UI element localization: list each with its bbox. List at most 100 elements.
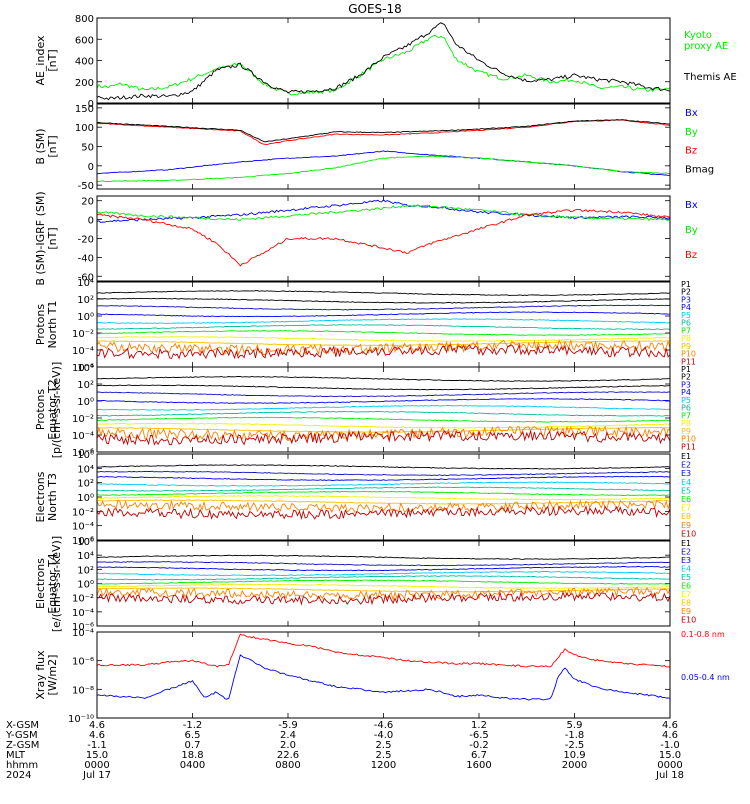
series-line-E9 bbox=[96, 586, 671, 602]
x-row-value: 2000 bbox=[562, 760, 587, 771]
panel-6: Electrons Equator T4 10⁻⁶ 10⁻⁴ 10⁻² 10⁰ 10² 10⁴… bbox=[34, 537, 696, 633]
legend-label: Bx bbox=[685, 200, 698, 211]
panel-frame bbox=[96, 195, 671, 282]
y-axis-label: AE_index bbox=[34, 35, 47, 86]
series-line-P8 bbox=[96, 336, 670, 342]
series-line-P6 bbox=[96, 324, 671, 330]
legend-label: Bz bbox=[685, 250, 697, 261]
x-row-value: -1.0 bbox=[660, 740, 680, 751]
panel-frame bbox=[96, 453, 671, 541]
legend-label: P10 bbox=[681, 350, 696, 359]
series-line-E7 bbox=[96, 583, 671, 589]
legend-label: P11 bbox=[681, 357, 696, 366]
y-tick-label: 200 bbox=[75, 78, 94, 89]
legend-label: E1 bbox=[681, 539, 691, 548]
series-line-By bbox=[97, 155, 671, 183]
x-row-value: 4.6 bbox=[662, 720, 678, 731]
legend-label: E6 bbox=[681, 495, 691, 504]
legend-label: P4 bbox=[681, 388, 691, 397]
series-line-E8 bbox=[97, 499, 671, 505]
y-tick-label: 10⁴ bbox=[77, 464, 94, 475]
legend-label: Bmag bbox=[685, 164, 714, 175]
y-tick-label: 10⁰ bbox=[77, 493, 94, 504]
x-row-value: 4.6 bbox=[89, 730, 105, 741]
series-line-E10 bbox=[96, 505, 671, 521]
y-tick-label: 10⁻² bbox=[72, 414, 94, 425]
x-row-value: 0400 bbox=[180, 760, 205, 771]
y-tick-label: 10⁶ bbox=[77, 537, 94, 548]
y-axis-label: [W/m2] bbox=[46, 655, 59, 696]
series-line-Bx bbox=[96, 199, 671, 223]
series-line-E6 bbox=[96, 579, 671, 585]
series-line-E9 bbox=[96, 499, 671, 514]
x-row-value: 2.5 bbox=[376, 740, 392, 751]
legend-label: P4 bbox=[681, 303, 691, 312]
legend-label: Bx bbox=[685, 108, 698, 119]
electrons-unit-label: [e/(cm²-s-sr-keV)] bbox=[50, 536, 63, 632]
y-tick-label: 10² bbox=[77, 479, 94, 490]
x-row-value: 5.9 bbox=[567, 720, 583, 731]
panel-frame bbox=[96, 631, 671, 719]
y-tick-label: 10⁻⁴ bbox=[72, 346, 94, 357]
y-tick-label: -50 bbox=[78, 181, 94, 192]
legend-label: By bbox=[685, 127, 698, 138]
figure-title: GOES-18 bbox=[348, 2, 402, 16]
x-row-value: -1.8 bbox=[565, 730, 585, 741]
y-tick-label: 10⁻⁶ bbox=[72, 536, 94, 547]
series-line-E1 bbox=[96, 464, 671, 470]
y-tick-label: 0 bbox=[88, 216, 94, 227]
y-tick-label: 10⁻⁸ bbox=[72, 685, 94, 696]
y-tick-label: 10⁻⁴ bbox=[72, 431, 94, 442]
x-row-value: -6.5 bbox=[469, 730, 489, 741]
y-tick-label: 10⁻¹⁰ bbox=[68, 714, 94, 725]
panel-1: B (SM) [nT] -50 0 50 100 150 Bx By Bz Bmag bbox=[34, 103, 714, 192]
x-row-value: -2.5 bbox=[565, 740, 585, 751]
x-row-label: Z-GSM bbox=[6, 740, 39, 751]
series-line-P3 bbox=[96, 391, 671, 398]
series-line-E5 bbox=[96, 486, 670, 492]
y-tick-label: 10⁻⁶ bbox=[72, 448, 94, 459]
y-axis-label: North T1 bbox=[46, 301, 59, 349]
y-tick-label: 10⁻⁴ bbox=[72, 628, 94, 639]
legend-label: P1 bbox=[681, 365, 691, 374]
series-line-E3 bbox=[96, 475, 671, 481]
legend-label: E10 bbox=[681, 616, 696, 625]
series-line-Bx bbox=[96, 150, 671, 176]
series-line-P7 bbox=[96, 416, 671, 423]
y-axis-label: [nT] bbox=[46, 49, 59, 71]
panel-frame bbox=[96, 366, 671, 453]
legend-label: E4 bbox=[681, 478, 691, 487]
series-line-P5 bbox=[96, 404, 671, 411]
y-tick-label: 800 bbox=[75, 14, 94, 25]
y-tick-label: 50 bbox=[81, 143, 94, 154]
legend-label: P2 bbox=[681, 373, 691, 382]
x-row-label: X-GSM bbox=[6, 720, 39, 731]
panel-frame bbox=[96, 103, 671, 190]
series-line-E2 bbox=[96, 561, 671, 567]
y-tick-label: 10⁴ bbox=[77, 278, 94, 289]
y-tick-label: 10⁻² bbox=[72, 507, 94, 518]
y-tick-label: -20 bbox=[78, 235, 94, 246]
panel-4: Protons Equator T2 10⁻⁶ 10⁻⁴ 10⁻² 10⁰ 10² 10⁴ P1… bbox=[34, 363, 696, 459]
y-tick-label: 400 bbox=[75, 57, 94, 68]
x-row-value: 6.7 bbox=[471, 750, 487, 761]
legend-label: E9 bbox=[681, 521, 691, 530]
series-line-P7 bbox=[96, 330, 671, 336]
y-tick-label: 10⁰ bbox=[77, 312, 94, 323]
y-tick-label: 0 bbox=[88, 99, 94, 110]
panel-7: Xray flux [W/m2] 10⁻¹⁰ 10⁻⁸ 10⁻⁶ 10⁻⁴ 0.1-0.8 … bbox=[34, 628, 730, 725]
legend-label: E8 bbox=[681, 512, 691, 521]
series-line-P5 bbox=[96, 318, 671, 324]
y-tick-label: -40 bbox=[78, 253, 94, 264]
x-row-value: 2.4 bbox=[280, 730, 296, 741]
legend-label: E8 bbox=[681, 599, 691, 608]
legend-label: proxy AE bbox=[684, 41, 728, 52]
legend-label: Themis AE bbox=[683, 72, 737, 83]
x-row-label: hhmm bbox=[6, 760, 38, 771]
x-row-value: 15.0 bbox=[86, 750, 108, 761]
legend-label: 0.1-0.8 nm bbox=[681, 630, 725, 639]
legend-label: P8 bbox=[681, 334, 691, 343]
